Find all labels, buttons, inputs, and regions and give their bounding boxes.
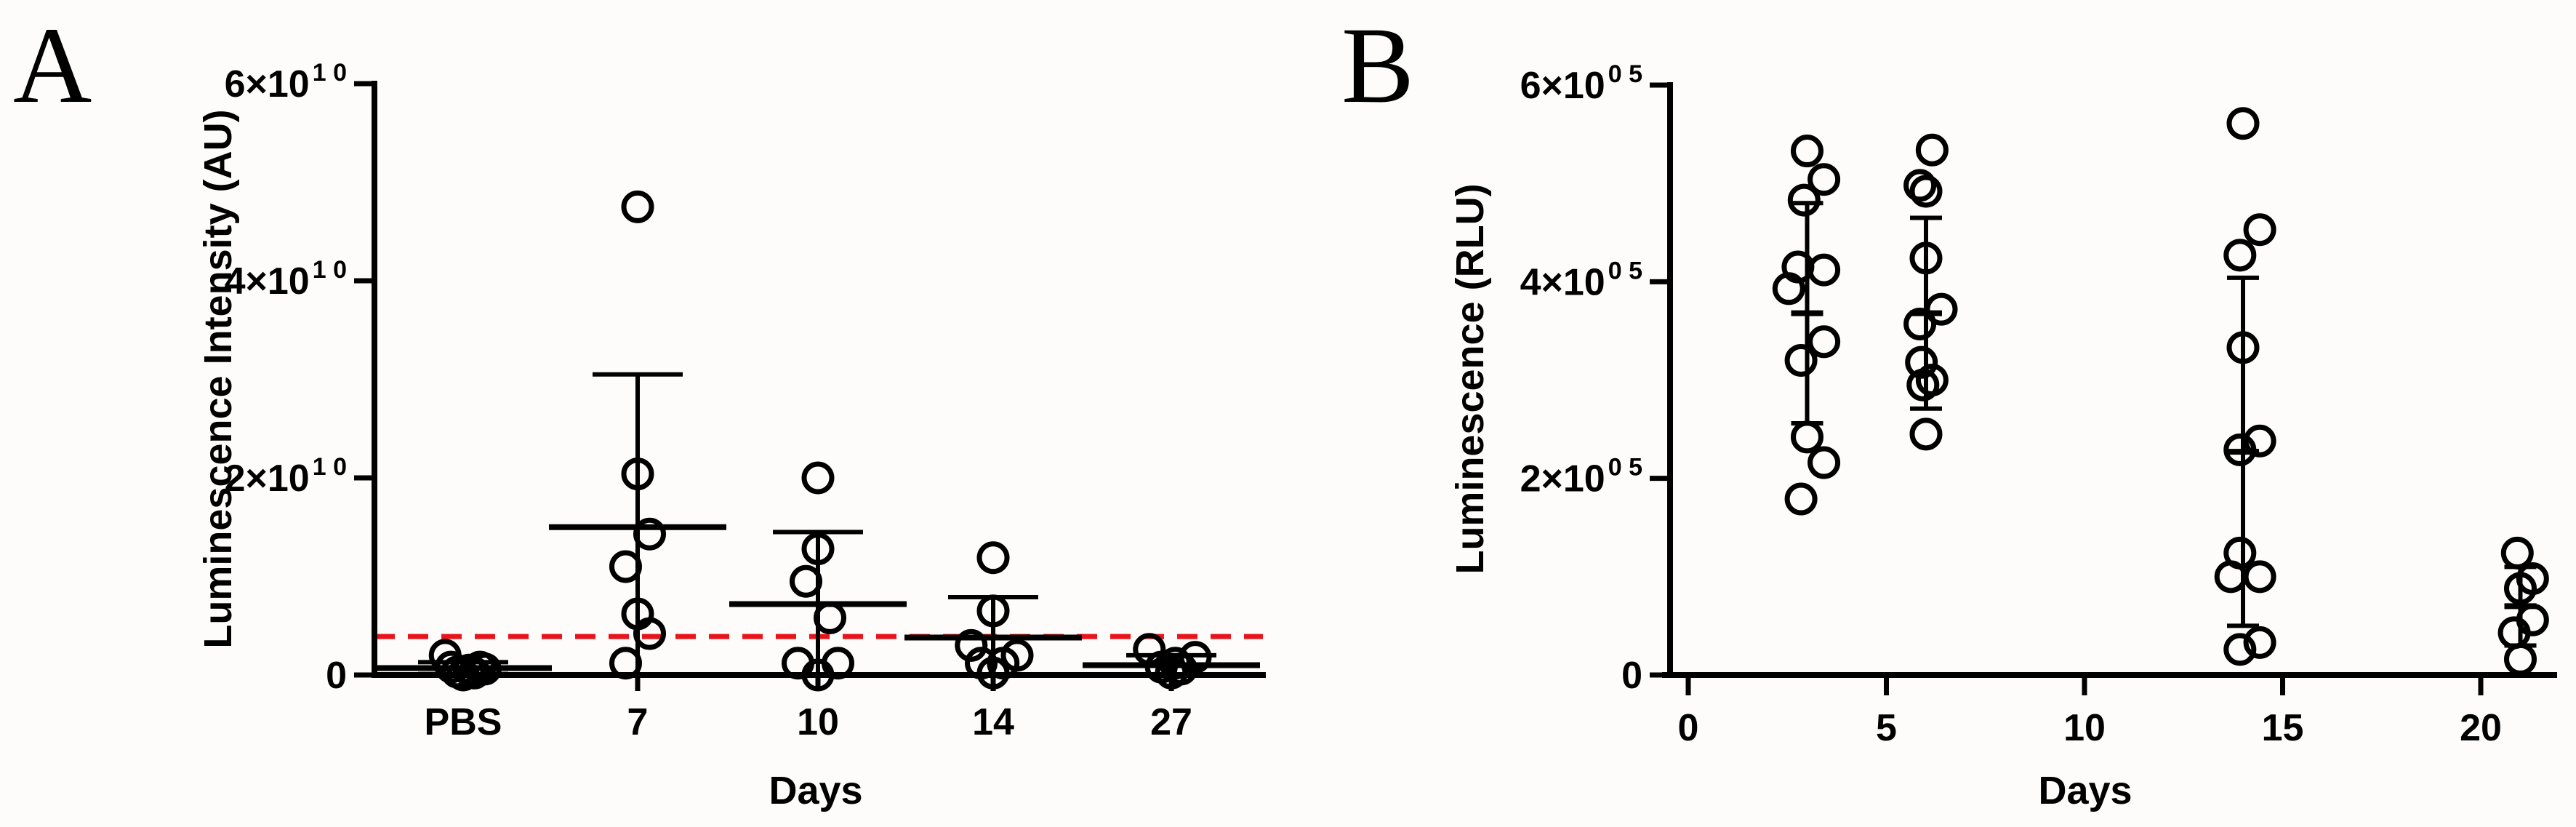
data-point-marker [790, 564, 822, 598]
series-day-21 [2497, 536, 2549, 676]
x-tick-label: 20 [2460, 707, 2502, 749]
data-point-marker [801, 461, 835, 495]
data-point-marker [955, 628, 988, 662]
data-point-marker [2223, 633, 2257, 666]
data-point-marker [2243, 424, 2276, 458]
data-point-marker [2504, 642, 2537, 676]
data-points-a [374, 190, 1260, 692]
x-axis-ticks-a: PBS 7 10 14 27 [425, 675, 1192, 743]
x-axis-ticks-b: 0 5 10 15 20 [1678, 675, 2502, 749]
data-point-marker [2223, 239, 2257, 272]
series-day-3 [1772, 135, 1841, 516]
data-point-marker [1807, 163, 1841, 196]
data-point-marker [2500, 536, 2534, 570]
data-point-marker [621, 190, 654, 223]
data-point-marker [1772, 272, 1805, 305]
x-tick-label: 5 [1876, 707, 1897, 749]
y-tick-label: 4×10 1 0 [225, 256, 347, 303]
series-27 [1083, 633, 1260, 690]
data-point-marker [1807, 446, 1841, 479]
y-tick-label: 2×10 1 0 [225, 453, 347, 500]
x-tick-label: 27 [1150, 701, 1192, 743]
data-point-marker [1791, 135, 1823, 168]
y-tick-label: 0 [326, 655, 347, 697]
data-point-marker [2226, 107, 2260, 140]
x-axis-title-b: Days [2038, 769, 2132, 812]
panel-letter-b: B [1341, 5, 1414, 126]
x-tick-label: 10 [797, 701, 839, 743]
data-point-marker [976, 541, 1010, 575]
x-tick-label: 14 [972, 701, 1014, 743]
series-PBS [374, 639, 552, 692]
data-points-b [1772, 107, 2549, 676]
data-point-marker [1807, 253, 1841, 287]
series-14 [904, 541, 1082, 690]
data-point-marker [2214, 560, 2247, 594]
data-point-marker [1906, 368, 1940, 401]
data-point-marker [1903, 169, 1937, 202]
x-tick-label: 0 [1678, 707, 1699, 749]
data-point-marker [1807, 325, 1841, 359]
y-axis-ticks-a: 0 2×10 1 0 4×10 1 0 6×10 1 0 [225, 59, 374, 697]
series-day-14 [2214, 107, 2276, 666]
x-tick-label: 7 [627, 701, 649, 743]
y-axis-title-a: Luminescence Intensity (AU) [196, 109, 240, 648]
data-point-marker [1791, 420, 1823, 454]
data-point-marker [1784, 482, 1818, 516]
y-tick-label: 6×10 0 5 [1520, 60, 1642, 107]
y-axis-ticks-b: 0 2×10 0 5 4×10 0 5 6×10 0 5 [1520, 60, 1670, 697]
x-axis-title-a: Days [769, 769, 862, 812]
data-point-marker [814, 601, 846, 634]
panel-letter-a: A [13, 5, 92, 126]
data-point-marker [2243, 213, 2276, 247]
series-7 [549, 190, 726, 680]
panel-a: A Luminescence Intensity (AU) Days 0 2×10… [13, 5, 1266, 812]
x-tick-label: 10 [2063, 707, 2106, 749]
data-point-marker [2243, 560, 2276, 594]
x-tick-label: 15 [2262, 707, 2304, 749]
data-point-marker [1915, 133, 1949, 167]
panel-b: B Luminescence (RLU) Days 0 2×10 0 5 4×10 0 … [1341, 5, 2557, 812]
y-axis-title-b: Luminescence (RLU) [1448, 183, 1492, 574]
data-point-marker [1903, 307, 1937, 340]
series-day-6 [1903, 133, 1958, 451]
data-point-marker [1909, 175, 1943, 208]
data-point-marker [2243, 626, 2276, 659]
y-tick-label: 4×10 0 5 [1520, 257, 1642, 303]
y-tick-label: 6×10 1 0 [225, 59, 347, 105]
y-tick-label: 0 [1621, 655, 1642, 697]
y-tick-label: 2×10 0 5 [1520, 454, 1642, 500]
data-point-marker [1784, 343, 1818, 377]
data-point-marker [1787, 183, 1821, 217]
series-10 [729, 461, 907, 692]
x-tick-label: PBS [425, 701, 502, 743]
data-point-marker [1909, 418, 1943, 451]
data-point-marker [609, 550, 642, 583]
